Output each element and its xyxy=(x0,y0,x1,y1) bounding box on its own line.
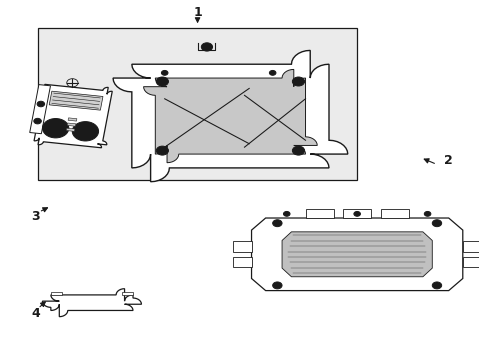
Polygon shape xyxy=(34,84,112,148)
Polygon shape xyxy=(305,210,333,218)
Circle shape xyxy=(156,146,168,155)
Polygon shape xyxy=(462,241,481,252)
Circle shape xyxy=(424,211,430,216)
Circle shape xyxy=(283,211,289,216)
Circle shape xyxy=(72,122,99,141)
Text: 2: 2 xyxy=(444,154,452,167)
Polygon shape xyxy=(121,292,133,295)
Polygon shape xyxy=(232,257,251,267)
Circle shape xyxy=(42,118,69,138)
Circle shape xyxy=(353,211,360,216)
Polygon shape xyxy=(42,289,141,317)
Text: 3: 3 xyxy=(31,210,40,223)
Circle shape xyxy=(431,282,441,289)
Polygon shape xyxy=(143,69,317,163)
FancyBboxPatch shape xyxy=(38,28,356,180)
Polygon shape xyxy=(49,91,103,110)
Circle shape xyxy=(431,220,441,227)
Polygon shape xyxy=(462,257,481,267)
Circle shape xyxy=(161,71,168,75)
Circle shape xyxy=(37,101,44,107)
Text: 4: 4 xyxy=(31,307,40,320)
Polygon shape xyxy=(343,210,370,218)
Circle shape xyxy=(292,146,304,155)
Polygon shape xyxy=(113,50,347,182)
Polygon shape xyxy=(380,210,408,218)
Polygon shape xyxy=(66,128,75,131)
Polygon shape xyxy=(232,241,251,252)
Circle shape xyxy=(34,118,41,124)
Polygon shape xyxy=(67,123,76,126)
Polygon shape xyxy=(51,292,62,295)
Circle shape xyxy=(201,43,212,51)
Polygon shape xyxy=(282,232,431,277)
Text: 1: 1 xyxy=(193,6,202,19)
Circle shape xyxy=(272,282,282,289)
Polygon shape xyxy=(251,218,462,291)
Circle shape xyxy=(156,77,168,86)
Circle shape xyxy=(48,123,62,134)
Circle shape xyxy=(292,77,304,86)
Circle shape xyxy=(272,220,282,227)
Polygon shape xyxy=(68,118,77,121)
Circle shape xyxy=(78,126,92,136)
Polygon shape xyxy=(30,85,50,134)
Circle shape xyxy=(269,71,275,75)
